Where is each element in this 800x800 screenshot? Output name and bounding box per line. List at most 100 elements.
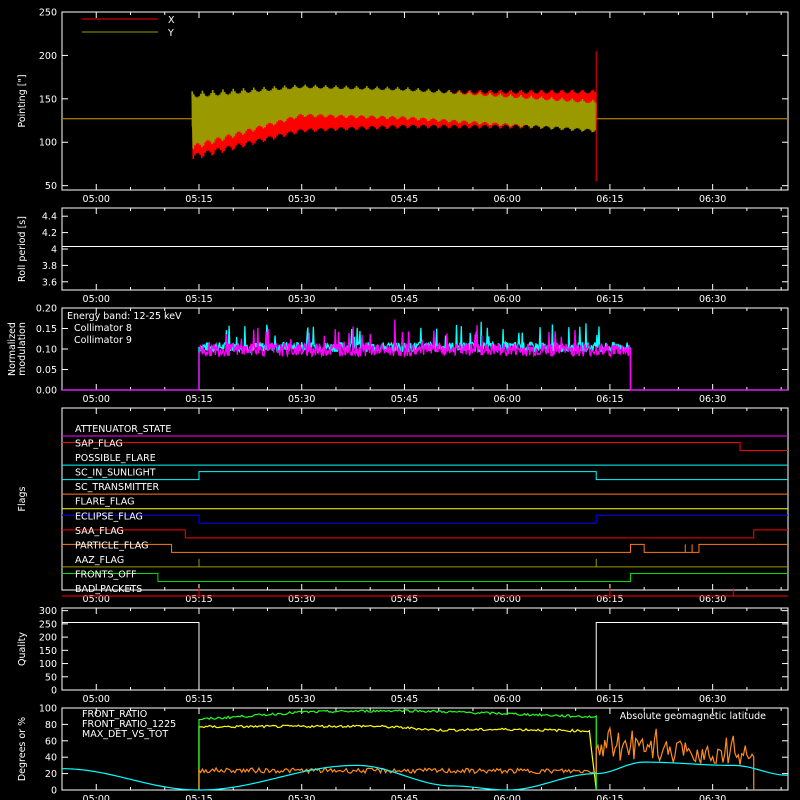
flag-label-fronts_off: FRONTS_OFF — [75, 569, 137, 580]
flag-line-saa_flag — [62, 529, 788, 539]
y-tick-label: 250 — [39, 619, 57, 630]
y-tick-label: 0 — [51, 786, 57, 797]
flag-line-particle_flag — [62, 543, 788, 553]
panel-flags: 05:00 05:15 05:30 05:45 06:00 06:15 06:30 Flags… — [17, 407, 789, 605]
x-tick-label: 05:45 — [391, 194, 418, 205]
y-tick-label: 80 — [45, 720, 57, 731]
x-tick-label: 05:15 — [185, 794, 212, 800]
panel-modulation: 05:00 05:15 05:30 05:45 06:00 06:15 06:30 Norma… — [7, 304, 789, 405]
ratio-series-max_det_vs_tot — [198, 725, 755, 790]
flag-label-attenuator_state: ATTENUATOR_STATE — [75, 424, 171, 435]
panel-roll_period: 05:00 05:15 05:30 05:45 06:00 06:15 06:30 Roll … — [17, 207, 789, 305]
x-tick-label: 05:30 — [288, 694, 315, 705]
y-tick-label: 200 — [39, 51, 57, 62]
x-tick-label: 05:30 — [288, 594, 315, 605]
x-tick-label: 06:15 — [596, 194, 623, 205]
modulation-series-2 — [62, 319, 788, 391]
panel-pointing: 05:00 05:15 05:30 05:45 06:00 06:15 06:30 Point… — [17, 8, 789, 205]
flag-line-aaz_flag — [62, 558, 788, 568]
x-tick-label: 05:15 — [185, 294, 212, 305]
x-tick-label: 06:30 — [699, 394, 726, 405]
y-axis-label: Quality — [17, 632, 28, 666]
y-tick-label: 250 — [39, 8, 57, 19]
x-tick-label: 05:45 — [391, 694, 418, 705]
x-tick-label: 06:15 — [596, 294, 623, 305]
y-axis-label: modulation — [17, 322, 28, 376]
flag-line-fronts_off — [62, 572, 788, 582]
flag-line-bad_packets — [62, 588, 788, 597]
legend-label-Y: Y — [167, 28, 174, 39]
flag-label-particle_flag: PARTICLE_FLAG — [75, 540, 148, 551]
x-tick-label: 05:00 — [83, 294, 110, 305]
flag-label-saa_flag: SAA_FLAG — [75, 526, 124, 537]
y-tick-label: 150 — [39, 646, 57, 657]
y-axis-label: Roll period [s] — [17, 216, 28, 282]
x-tick-label: 05:30 — [288, 194, 315, 205]
x-tick-label: 06:30 — [699, 194, 726, 205]
flag-line-sap_flag — [62, 442, 788, 452]
legend-entry: FRONT_RATIO — [82, 709, 147, 720]
legend-entry: FRONT_RATIO_1225 — [82, 719, 176, 730]
y-tick-label: 60 — [45, 736, 57, 747]
y-axis-label: Normalized — [7, 322, 18, 376]
x-tick-label: 05:00 — [83, 394, 110, 405]
x-tick-label: 06:30 — [699, 294, 726, 305]
x-tick-label: 06:00 — [493, 694, 520, 705]
y-tick-label: 0.15 — [36, 324, 57, 335]
flag-label-sap_flag: SAP_FLAG — [75, 439, 123, 450]
quality-line — [62, 622, 788, 691]
x-tick-label: 06:30 — [699, 594, 726, 605]
legend-entry: Collimator 8 — [74, 323, 132, 334]
x-tick-label: 05:15 — [185, 394, 212, 405]
flag-line-sc_in_sunlight — [62, 471, 788, 481]
y-tick-label: 0.00 — [36, 386, 57, 397]
y-tick-label: 40 — [45, 753, 57, 764]
y-tick-label: 0.05 — [36, 365, 57, 376]
flag-label-sc_transmitter: SC_TRANSMITTER — [75, 482, 160, 493]
x-tick-label: 06:00 — [493, 794, 520, 800]
panel-frame — [61, 407, 789, 591]
ratio-series-front_ratio — [198, 724, 597, 791]
panel-frame — [61, 707, 789, 791]
x-tick-label: 05:45 — [391, 594, 418, 605]
legend-label-X: X — [168, 15, 175, 26]
flag-label-flare_flag: FLARE_FLAG — [75, 497, 135, 508]
y-tick-label: 150 — [39, 94, 57, 105]
x-tick-label: 06:00 — [493, 194, 520, 205]
y-tick-label: 50 — [45, 181, 57, 192]
y-axis-label: Pointing ["] — [17, 74, 28, 127]
x-tick-label: 06:15 — [596, 694, 623, 705]
flag-label-possible_flare: POSSIBLE_FLARE — [75, 453, 156, 464]
x-tick-label: 05:45 — [391, 394, 418, 405]
y-tick-label: 0.20 — [36, 304, 57, 315]
y-tick-label: 3.6 — [42, 277, 57, 288]
panel-quality: 05:00 05:15 05:30 05:45 06:00 06:15 06:30 Quali… — [17, 606, 789, 705]
x-tick-label: 06:30 — [699, 794, 726, 800]
y-tick-label: 50 — [45, 672, 57, 683]
x-tick-label: 05:15 — [185, 194, 212, 205]
y-tick-label: 3.8 — [42, 261, 57, 272]
x-tick-label: 06:00 — [493, 294, 520, 305]
x-tick-label: 06:00 — [493, 394, 520, 405]
x-tick-label: 05:30 — [288, 394, 315, 405]
flag-label-bad_packets: BAD_PACKETS — [75, 584, 142, 595]
x-tick-label: 05:00 — [83, 794, 110, 800]
legend-entry: MAX_DET_VS_TOT — [82, 729, 168, 740]
x-tick-label: 05:15 — [185, 694, 212, 705]
legend-entry: Collimator 9 — [74, 335, 132, 346]
y-tick-label: 100 — [39, 659, 57, 670]
y-tick-label: 100 — [39, 138, 57, 149]
x-tick-label: 05:15 — [185, 594, 212, 605]
y-tick-label: 0 — [51, 686, 57, 697]
x-tick-label: 06:15 — [596, 594, 623, 605]
x-tick-label: 06:15 — [596, 394, 623, 405]
flag-label-eclipse_flag: ECLIPSE_FLAG — [75, 511, 143, 522]
energy-band-annotation: Energy band: 12-25 keV — [67, 311, 182, 322]
y-tick-label: 20 — [45, 769, 57, 780]
flag-line-eclipse_flag — [62, 514, 788, 524]
y-tick-label: 4 — [51, 245, 57, 256]
x-tick-label: 05:30 — [288, 294, 315, 305]
x-tick-label: 05:45 — [391, 294, 418, 305]
ratio-series-absolute-geomagnetic-latitude — [61, 761, 789, 791]
